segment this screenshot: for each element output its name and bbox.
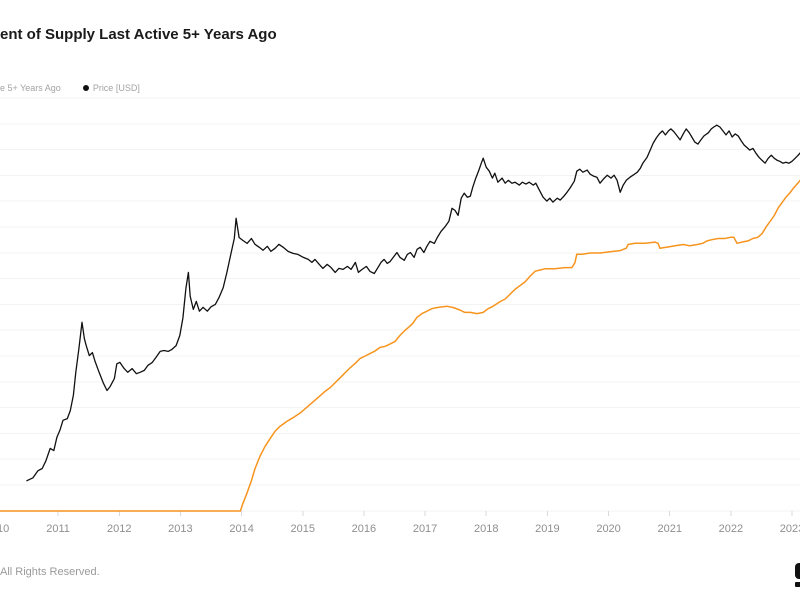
legend-price-label: Price [USD]: [92, 83, 140, 93]
brand-logo: [795, 563, 800, 587]
x-tick-label: 2021: [657, 523, 682, 535]
x-tick-label: 2018: [473, 523, 499, 535]
legend-price-dot: [82, 85, 89, 91]
brand-logo-mark-small: [795, 582, 800, 587]
gridlines: [0, 97, 800, 512]
x-tick-label: 2020: [596, 523, 621, 535]
brand-logo-mark: [795, 563, 800, 579]
x-tick-marks: [57, 511, 793, 516]
x-tick-label: 2014: [229, 523, 254, 535]
x-tick-label: 2019: [535, 523, 560, 535]
x-tick-label: 2023: [779, 523, 800, 535]
price-line: [26, 124, 800, 482]
page-title: ent of Supply Last Active 5+ Years Ago: [0, 26, 277, 43]
x-tick-label: 2022: [718, 523, 744, 535]
legend-item-price[interactable]: Price [USD]: [82, 83, 140, 93]
legend-supply-label: e 5+ Years Ago: [0, 83, 61, 93]
x-tick-label: 2013: [168, 523, 193, 535]
x-tick-label: 2012: [107, 523, 132, 535]
x-tick-label: 2015: [290, 523, 315, 535]
legend: e 5+ Years Ago Price [USD]: [0, 82, 140, 94]
x-tick-label: 2017: [412, 523, 438, 535]
x-axis-labels: 2010 2011 2012 2013 2014 2015 2016 2017 2018 2019…: [0, 523, 800, 537]
x-tick-label: 2010: [0, 523, 10, 535]
x-tick-label: 2011: [46, 523, 70, 535]
series-lines: [0, 124, 800, 512]
legend-item-supply[interactable]: e 5+ Years Ago: [0, 83, 61, 93]
copyright-text: All Rights Reserved.: [0, 566, 100, 578]
x-tick-label: 2016: [351, 523, 377, 535]
supply-line: [0, 179, 800, 512]
